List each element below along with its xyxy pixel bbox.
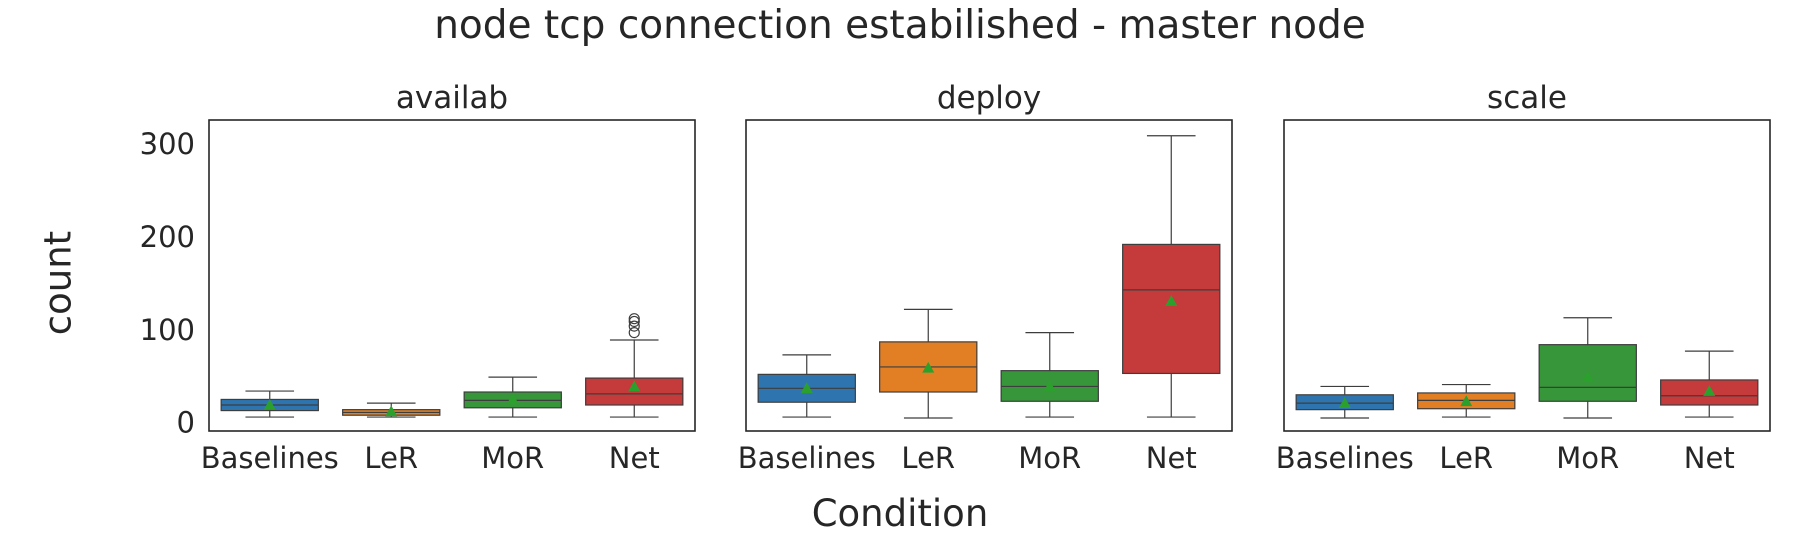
panel-frame xyxy=(1283,119,1771,432)
y-tick-label: 100 xyxy=(140,313,195,347)
y-tick-label: 300 xyxy=(140,127,195,161)
panel-title-deploy: deploy xyxy=(936,80,1042,116)
x-tick-label: Baselines xyxy=(738,441,876,475)
outlier-point xyxy=(628,320,640,332)
mean-marker xyxy=(800,382,813,394)
x-tick-label: MoR xyxy=(1018,441,1081,475)
mean-marker xyxy=(385,405,398,417)
x-tick-label: Net xyxy=(1684,441,1735,475)
mean-marker xyxy=(506,393,519,405)
x-tick-label: Net xyxy=(1146,441,1197,475)
mean-marker xyxy=(1460,395,1473,407)
box-net xyxy=(1122,243,1221,375)
x-tick-label: LeR xyxy=(364,441,418,475)
mean-marker xyxy=(1165,295,1178,306)
x-tick-label: Net xyxy=(609,441,660,475)
mean-marker xyxy=(1043,380,1056,392)
mean-marker xyxy=(263,399,276,410)
x-tick-label: Baselines xyxy=(201,441,339,475)
panel-title-scale: scale xyxy=(1487,80,1567,116)
mean-marker xyxy=(1703,385,1716,396)
x-tick-label: LeR xyxy=(901,441,955,475)
mean-marker xyxy=(1338,397,1351,408)
mean-marker xyxy=(628,380,641,392)
panel-frame xyxy=(745,119,1233,432)
x-tick-label: MoR xyxy=(481,441,544,475)
panel-title-availab: availab xyxy=(395,80,509,116)
y-tick-label: 200 xyxy=(140,220,195,254)
chart-title: node tcp connection estabilished - maste… xyxy=(434,3,1366,48)
x-axis-label: Condition xyxy=(811,492,989,535)
x-tick-label: MoR xyxy=(1556,441,1619,475)
outlier-point xyxy=(628,315,640,328)
y-tick-label: 0 xyxy=(177,406,195,440)
x-tick-label: Baselines xyxy=(1276,441,1414,475)
mean-marker xyxy=(1581,371,1594,382)
panel-frame xyxy=(208,119,696,432)
outlier-point xyxy=(628,326,640,339)
mean-marker xyxy=(922,361,935,373)
outlier-point xyxy=(628,313,640,325)
x-tick-label: LeR xyxy=(1439,441,1493,475)
